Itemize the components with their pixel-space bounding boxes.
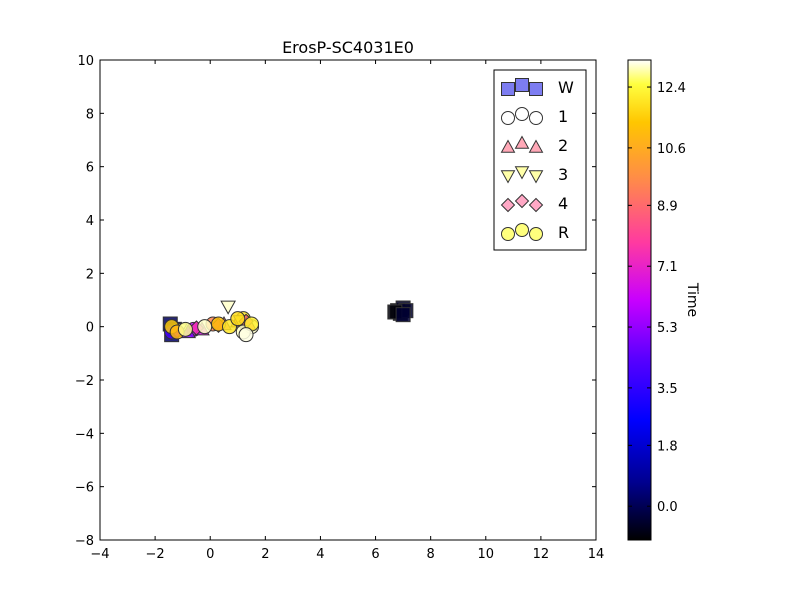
x-tick-label: 8 xyxy=(427,547,435,562)
legend-marker-3 xyxy=(514,166,530,180)
y-tick-label: 2 xyxy=(86,267,94,282)
x-tick-label: 10 xyxy=(478,547,495,562)
y-tick-label: 0 xyxy=(86,321,94,336)
data-point-R xyxy=(230,311,246,327)
legend-marker-W xyxy=(501,82,515,96)
x-tick-label: 0 xyxy=(206,547,214,562)
legend-marker-1 xyxy=(501,111,515,125)
legend-label: 3 xyxy=(558,165,568,184)
colorbar: 0.0 1.8 3.5 5.3 7.1 8.9 10.6 12.4 Time xyxy=(627,59,700,541)
legend-label: 1 xyxy=(558,107,568,126)
colorbar-tick-label: 0.0 xyxy=(657,500,678,515)
x-tick-label: 4 xyxy=(316,547,324,562)
legend-marker-3 xyxy=(528,170,544,184)
legend-marker-2 xyxy=(500,139,516,153)
legend-marker-R xyxy=(501,227,515,241)
y-tick-label: −4 xyxy=(75,427,94,442)
colorbar-tick-label: 7.1 xyxy=(657,260,678,275)
legend-marker-2 xyxy=(528,139,544,153)
colorbar-tick-label: 5.3 xyxy=(657,321,678,336)
y-tick-label: −6 xyxy=(75,481,94,496)
legend-marker-3 xyxy=(500,170,516,184)
colorbar-tick-label: 1.8 xyxy=(657,439,678,454)
legend-marker-W xyxy=(515,78,529,92)
data-point-R xyxy=(177,321,193,337)
y-tick-label: 4 xyxy=(86,214,94,229)
x-tick-label: 14 xyxy=(588,547,605,562)
legend: W 1 2 3 4 R xyxy=(493,69,587,251)
chart-title: ErosP-SC4031E0 xyxy=(282,38,414,57)
x-tick-label: 2 xyxy=(261,547,269,562)
data-point-W xyxy=(395,307,411,323)
legend-label: R xyxy=(558,223,569,242)
legend-marker-4 xyxy=(500,197,516,213)
legend-box xyxy=(493,69,587,251)
x-tick-label: −2 xyxy=(146,547,165,562)
legend-marker-1 xyxy=(529,111,543,125)
legend-label: 4 xyxy=(558,194,568,213)
y-tick-label: 6 xyxy=(86,161,94,176)
legend-marker-1 xyxy=(515,107,529,121)
x-tick-label: 6 xyxy=(371,547,379,562)
legend-marker-4 xyxy=(514,193,530,209)
colorbar-label: Time xyxy=(684,282,700,317)
data-point-R xyxy=(197,319,213,335)
legend-marker-4 xyxy=(528,197,544,213)
colorbar-tick-label: 10.6 xyxy=(657,142,686,157)
legend-marker-W xyxy=(529,82,543,96)
colorbar-gradient xyxy=(627,59,652,541)
data-point-3 xyxy=(220,300,236,315)
data-points xyxy=(162,300,414,343)
colorbar-tick-label: 3.5 xyxy=(657,382,678,397)
x-tick-label: 12 xyxy=(533,547,550,562)
y-tick-label: 8 xyxy=(86,107,94,122)
colorbar-tick-label: 12.4 xyxy=(657,81,686,96)
legend-label: W xyxy=(558,78,574,97)
legend-marker-R xyxy=(529,227,543,241)
data-point-R xyxy=(238,327,254,343)
y-tick-label: 10 xyxy=(77,54,94,69)
x-tick-label: −4 xyxy=(90,547,109,562)
legend-marker-R xyxy=(515,223,529,237)
legend-label: 2 xyxy=(558,136,568,155)
colorbar-tick-label: 8.9 xyxy=(657,199,678,214)
y-tick-label: −2 xyxy=(75,374,94,389)
y-tick-label: −8 xyxy=(75,534,94,549)
legend-marker-2 xyxy=(514,135,530,149)
